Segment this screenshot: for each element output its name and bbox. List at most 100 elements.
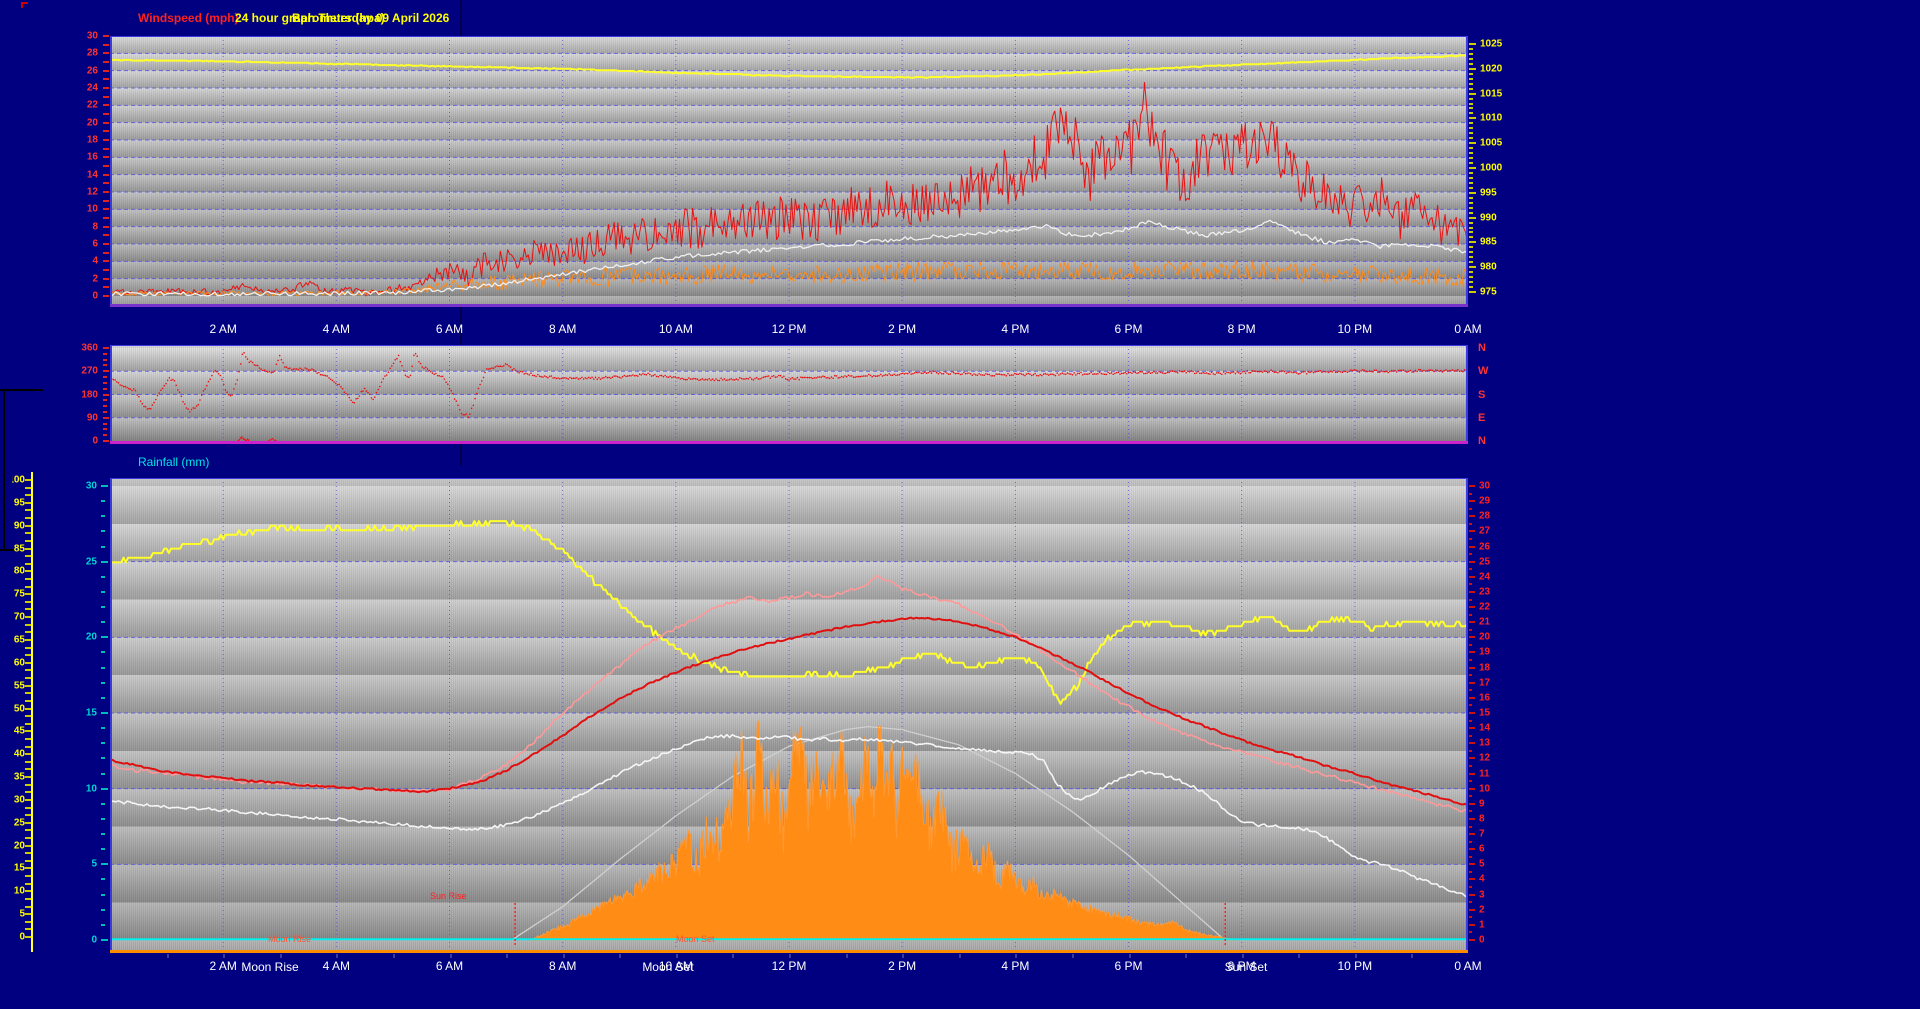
bottom-hour-tick: [958, 954, 961, 958]
axis-moon-set-label: Moon Set: [642, 960, 694, 974]
baro-axis-tick: [1469, 196, 1473, 199]
rainfall-label: Rainfall (mm): [138, 455, 210, 469]
temp-axis-tick: [1469, 772, 1475, 775]
humidity-axis-tick: [25, 821, 31, 824]
baro-axis-label: 995: [1480, 187, 1497, 199]
baro-axis-tick: [1469, 266, 1476, 269]
humidity-axis-tick: [25, 905, 31, 908]
temp-axis-tick: [1469, 855, 1472, 858]
rain-axis-tick: [101, 848, 105, 851]
screen-artifact-mark: [21, 4, 23, 8]
humidity-axis-tick: [25, 509, 31, 512]
temp-axis-tick: [1469, 689, 1472, 692]
baro-axis-tick: [1469, 67, 1476, 70]
baro-axis-tick: [1469, 241, 1476, 244]
baro-axis-tick: [1469, 206, 1473, 209]
time-label-bot: 6 AM: [435, 959, 464, 973]
wind-axis-tick: [103, 295, 109, 297]
temp-axis-label: 10: [1479, 783, 1491, 795]
baro-axis-tick: [1469, 137, 1473, 140]
bottom-hour-tick: [1185, 954, 1188, 958]
rain-axis-tick: [101, 727, 105, 730]
rain-axis-tick: [101, 742, 105, 745]
baro-axis-tick: [1469, 117, 1476, 120]
dir-compass-letter: N: [1478, 342, 1486, 354]
wind-axis-label: 22: [86, 99, 98, 111]
time-label-bot: 4 PM: [1001, 959, 1030, 973]
humidity-axis-label: 90: [13, 520, 25, 532]
rain-axis-tick: [101, 878, 105, 881]
baro-axis-tick: [1469, 246, 1473, 249]
bottom-hour-tick: [166, 954, 169, 958]
humidity-axis-tick: [25, 852, 31, 855]
humidity-axis-tick: [25, 882, 31, 885]
baro-axis-tick: [1469, 142, 1476, 145]
temp-axis-tick: [1469, 878, 1475, 881]
rain-axis-tick: [101, 681, 105, 684]
baro-axis-tick: [1469, 171, 1473, 174]
wind-axis-tick: [103, 121, 109, 124]
temp-axis-label: 25: [1479, 556, 1491, 568]
baro-axis-tick: [1469, 132, 1473, 135]
temp-axis-tick: [1469, 795, 1472, 798]
rain-axis-tick: [101, 908, 105, 911]
temp-axis-tick: [1469, 500, 1475, 503]
temp-axis-label: 27: [1479, 525, 1491, 537]
humidity-axis-tick: [25, 600, 31, 603]
rain-axis-tick: [101, 590, 105, 593]
wind-axis-tick: [103, 165, 109, 167]
humidity-axis-tick: [25, 722, 31, 725]
rain-axis-tick: [101, 817, 105, 820]
rain-axis-label: 0: [91, 934, 97, 946]
wind-axis-tick: [103, 199, 109, 202]
temp-axis-tick: [1469, 636, 1475, 639]
rain-axis-tick: [101, 515, 105, 518]
rain-axis-tick: [101, 939, 108, 941]
temp-axis-tick: [1469, 712, 1475, 714]
wind-axis-label: 28: [86, 47, 98, 59]
humidity-axis-tick: [25, 494, 31, 497]
rain-axis-tick: [101, 530, 105, 533]
rain-axis-tick: [101, 772, 105, 775]
humidity-axis-tick: [25, 798, 31, 801]
humidity-axis-tick: [25, 707, 31, 710]
baro-axis-tick: [1469, 102, 1473, 105]
bottom-hour-tick: [336, 954, 339, 958]
temp-axis-tick: [1469, 893, 1475, 896]
temp-axis-tick: [1469, 825, 1472, 828]
bottom-hour-tick: [562, 954, 565, 958]
humidity-axis-label: 65: [13, 634, 25, 646]
dir-axis-tick: [103, 387, 107, 390]
dir-axis-tick: [103, 358, 107, 361]
rain-axis-tick: [101, 621, 105, 624]
dir-compass-letter: N: [1478, 435, 1486, 447]
bottom-hour-tick: [845, 954, 848, 958]
dir-axis-tick: [103, 370, 109, 373]
rain-axis-tick: [101, 863, 108, 866]
time-label-bot: 10 PM: [1337, 959, 1373, 973]
rain-axis-tick: [101, 893, 105, 896]
humidity-axis-label: 100: [12, 474, 25, 486]
humidity-axis-tick: [25, 928, 31, 931]
wind-axis-label: 10: [86, 203, 98, 215]
rain-axis-label: 5: [91, 858, 97, 870]
dir-compass-letter: S: [1478, 388, 1486, 401]
humidity-axis-clipped-labels: 0 5 10 15 20 25 30 35 40 45 50 55 60 65 70 75 80 85 90 95 10…: [12, 468, 27, 954]
humidity-axis-tick: [25, 524, 31, 527]
humidity-axis-label: 0: [19, 931, 25, 943]
humidity-axis-tick: [25, 593, 31, 596]
baro-axis-tick: [1469, 211, 1473, 214]
moon-rise-annotation: Moon Rise: [268, 934, 312, 944]
humidity-axis-tick: [25, 836, 31, 839]
wind-axis-label: 4: [92, 255, 98, 267]
humidity-axis-tick: [25, 684, 31, 687]
temp-axis-tick: [1469, 727, 1475, 730]
wind-axis-label: 14: [86, 169, 98, 181]
temp-axis-tick: [1469, 817, 1475, 820]
time-label-bot: 0 AM: [1454, 959, 1482, 973]
humidity-axis-tick: [25, 654, 31, 657]
humidity-axis-label: 35: [13, 771, 25, 783]
humidity-axis-tick: [25, 616, 31, 619]
time-label-top: 8 AM: [548, 322, 577, 336]
temp-axis-tick: [1469, 734, 1472, 737]
